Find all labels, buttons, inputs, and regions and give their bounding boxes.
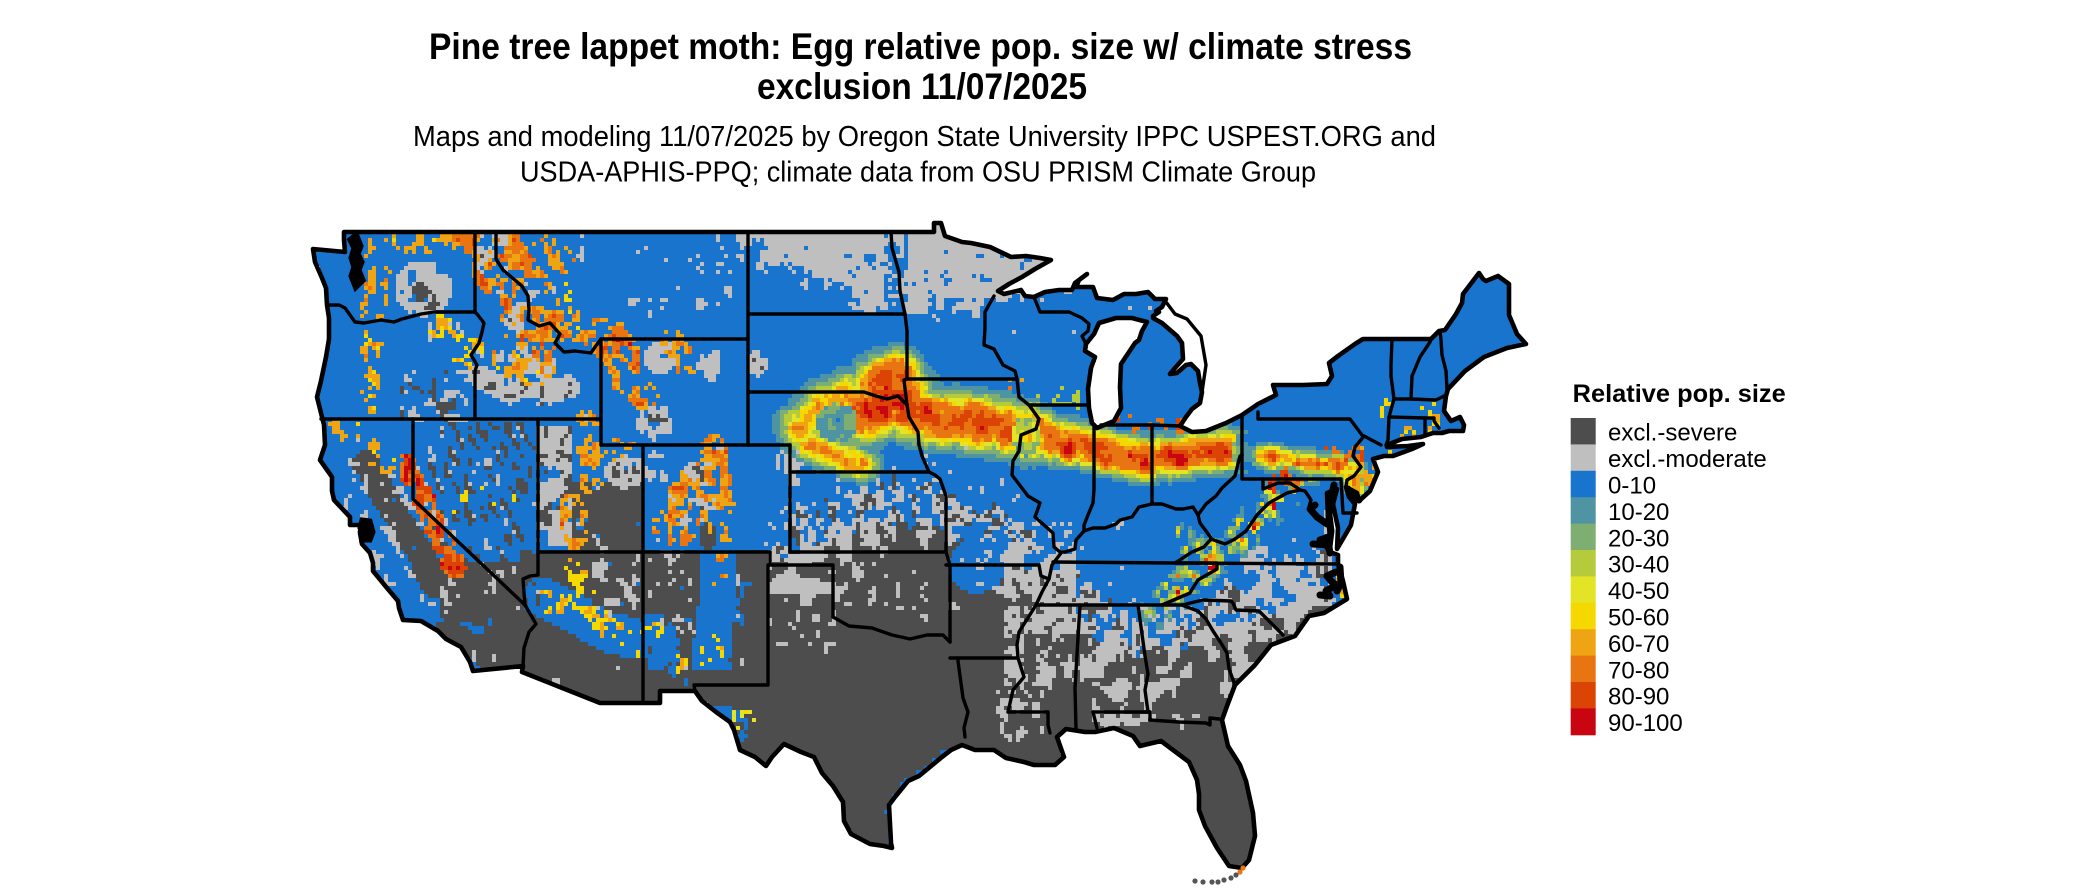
svg-text:50-60: 50-60 (1608, 605, 1669, 632)
svg-text:60-70: 60-70 (1608, 631, 1669, 658)
svg-text:30-40: 30-40 (1608, 552, 1669, 579)
svg-text:80-90: 80-90 (1608, 684, 1669, 711)
svg-text:USDA-APHIS-PPQ; climate data f: USDA-APHIS-PPQ; climate data from OSU PR… (520, 157, 1316, 189)
svg-text:20-30: 20-30 (1608, 525, 1669, 552)
svg-text:90-100: 90-100 (1608, 710, 1683, 737)
svg-text:0-10: 0-10 (1608, 473, 1656, 500)
svg-text:70-80: 70-80 (1608, 657, 1669, 684)
svg-text:exclusion 11/07/2025: exclusion 11/07/2025 (757, 66, 1087, 107)
svg-text:excl.-moderate: excl.-moderate (1608, 446, 1767, 473)
svg-text:Pine tree lappet moth: Egg rel: Pine tree lappet moth: Egg relative pop.… (429, 26, 1412, 67)
svg-text:10-20: 10-20 (1608, 499, 1669, 526)
svg-text:Maps and modeling 11/07/2025 b: Maps and modeling 11/07/2025 by Oregon S… (413, 121, 1436, 153)
svg-text:excl.-severe: excl.-severe (1608, 420, 1737, 447)
svg-text:Relative pop. size: Relative pop. size (1573, 380, 1786, 408)
svg-text:40-50: 40-50 (1608, 578, 1669, 605)
